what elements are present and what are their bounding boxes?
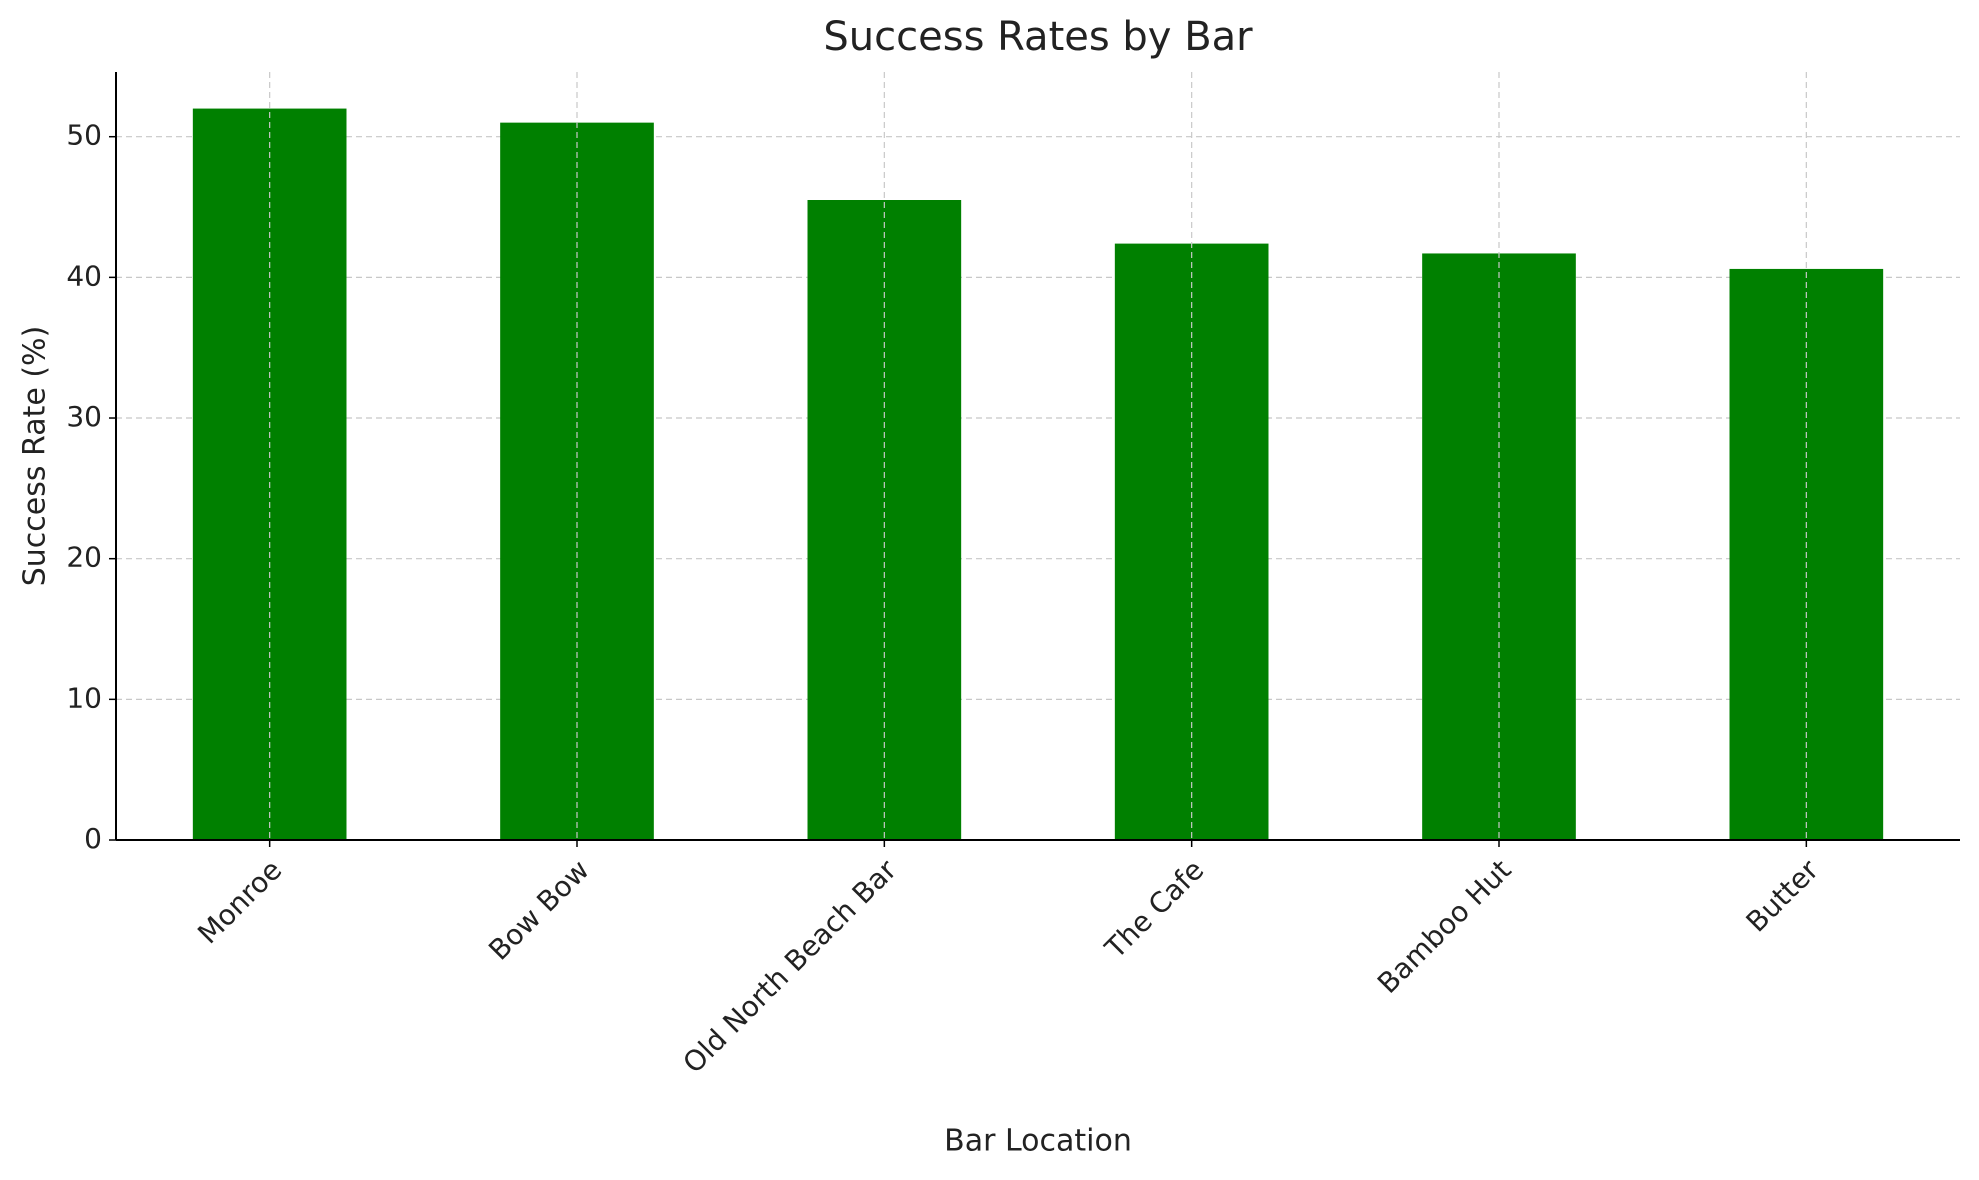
x-tick-label: Monroe — [191, 853, 288, 950]
x-axis-label: Bar Location — [944, 1124, 1132, 1159]
x-tick-label: Bow Bow — [482, 853, 595, 966]
chart-title: Success Rates by Bar — [823, 14, 1253, 60]
y-axis-label: Success Rate (%) — [18, 326, 53, 587]
y-tick-label: 20 — [66, 541, 102, 574]
x-tick-label: Butter — [1740, 853, 1826, 939]
y-tick-label: 0 — [84, 822, 102, 855]
y-tick-label: 10 — [66, 681, 102, 714]
x-tick-label: The Cafe — [1098, 853, 1210, 965]
x-tick-label: Old North Beach Bar — [677, 853, 904, 1080]
x-tick-label: Bamboo Hut — [1371, 853, 1518, 1000]
y-tick-label: 50 — [66, 119, 102, 152]
y-tick-label: 30 — [66, 400, 102, 433]
y-tick-label: 40 — [66, 259, 102, 292]
